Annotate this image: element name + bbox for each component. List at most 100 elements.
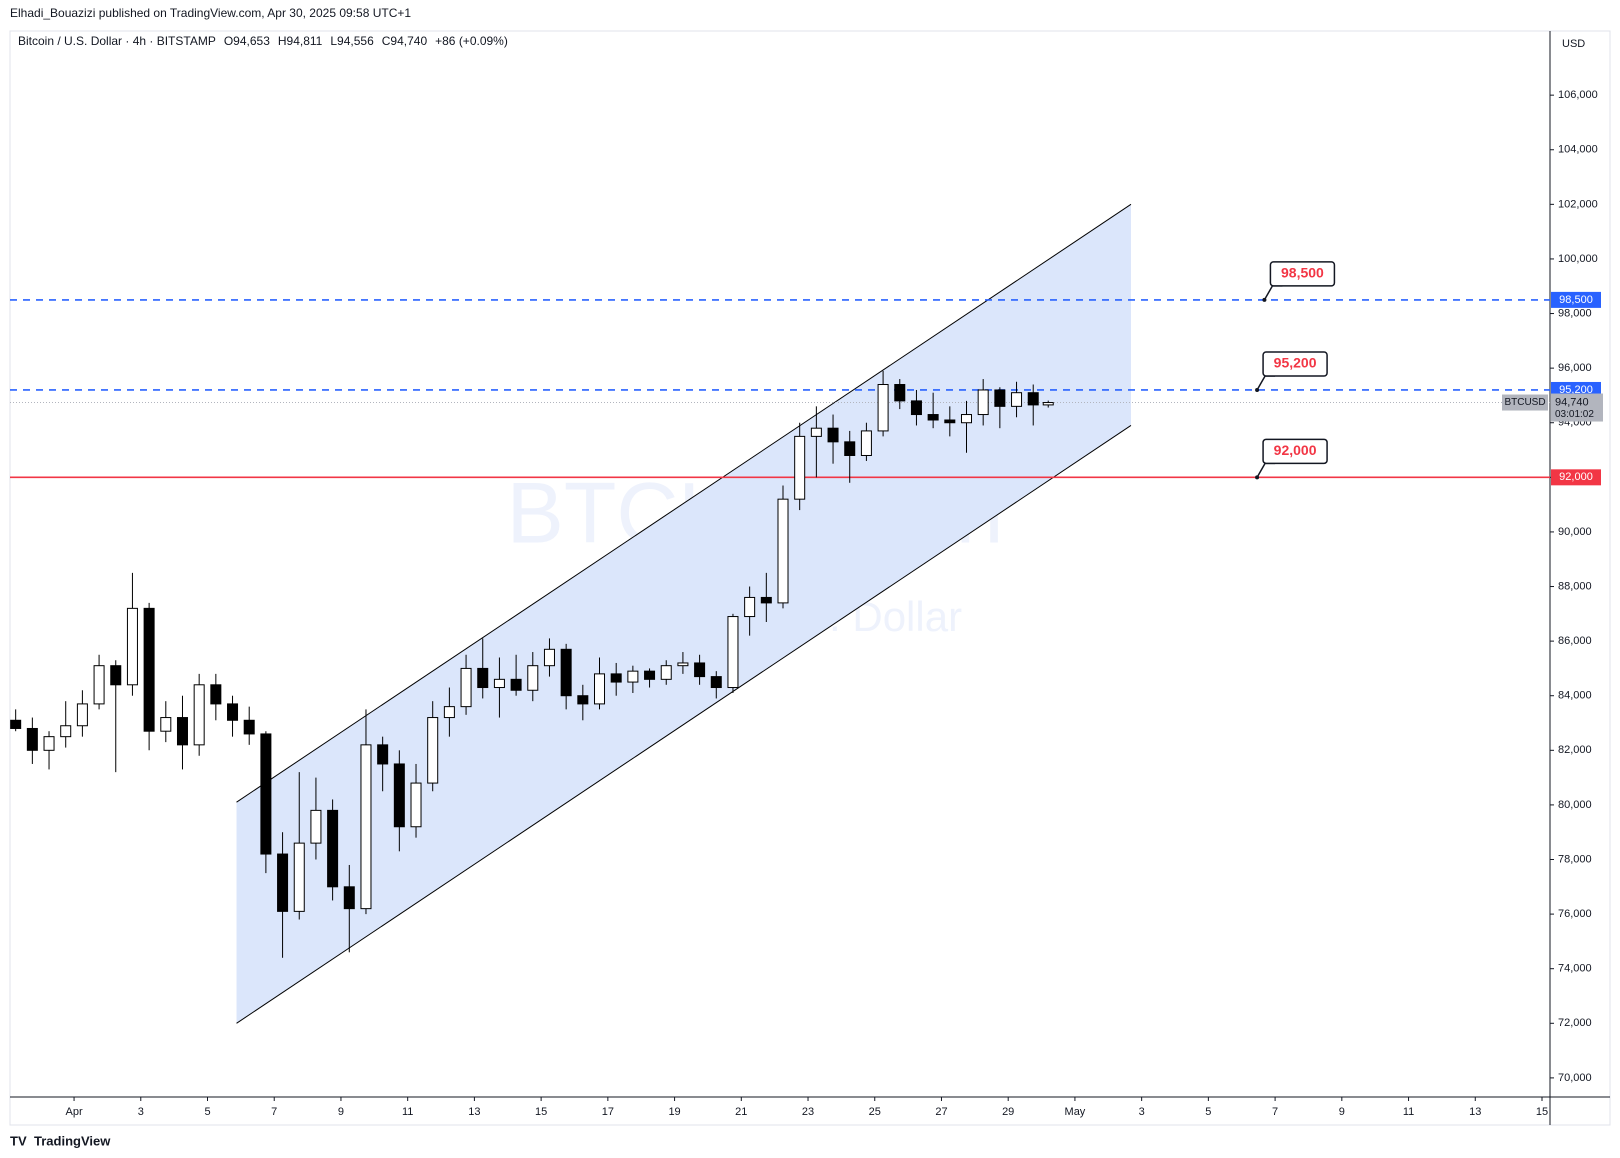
x-tick-label: 9 (338, 1106, 344, 1118)
candle-body (594, 673, 606, 705)
symbol-badge-label: BTCUSD (1504, 397, 1545, 408)
x-tick-label: Apr (65, 1106, 82, 1118)
callout-tail (1256, 462, 1276, 478)
x-tick-label: 25 (869, 1106, 881, 1118)
callout-label: 92,000 (1274, 442, 1317, 458)
candle-body (176, 717, 188, 746)
candle-body (894, 384, 906, 402)
candle-body (277, 853, 289, 912)
candle-body (777, 498, 789, 604)
candle-body (360, 744, 372, 910)
legend-key: H (278, 34, 287, 48)
candle-body (460, 667, 472, 708)
callout-box (1269, 261, 1336, 287)
level-badge-label: 95,200 (1559, 384, 1593, 396)
y-tick-label: 102,000 (1558, 198, 1598, 210)
level-badge-label: 98,500 (1559, 294, 1593, 306)
legend-symbol: Bitcoin / U.S. Dollar · 4h · BITSTAMP (18, 34, 216, 48)
level-badge (1551, 469, 1601, 486)
candle-body (927, 414, 939, 421)
x-tick-label: 21 (735, 1106, 747, 1118)
candle-body (710, 676, 722, 689)
y-tick-label: 106,000 (1558, 89, 1598, 101)
y-tick-label: 96,000 (1558, 362, 1592, 374)
brand: TradingView (34, 1133, 111, 1148)
x-tick-label: 7 (1272, 1106, 1278, 1118)
x-tick-label: 9 (1339, 1106, 1345, 1118)
candle-body (210, 684, 222, 705)
level-badge-label: 92,000 (1559, 471, 1593, 483)
legend-value: 94,653 (233, 34, 270, 48)
candle-body (43, 736, 55, 751)
legend-value: 94,556 (337, 34, 374, 48)
candle-body (310, 809, 322, 844)
callout-box (1262, 438, 1328, 465)
x-tick-label: 17 (602, 1106, 614, 1118)
candle-body (410, 782, 422, 828)
x-tick-label: 5 (204, 1106, 210, 1118)
candle-body (60, 725, 72, 738)
candle-body (860, 430, 872, 456)
candle-body (577, 695, 589, 705)
candle-body (944, 419, 956, 424)
candle-body (393, 763, 405, 828)
candle-body (527, 665, 539, 691)
candle-body (126, 607, 138, 686)
y-tick-label: 80,000 (1558, 799, 1592, 811)
price-badge-label: 94,740 (1555, 396, 1589, 408)
candle-body (543, 648, 555, 667)
callout-box (1262, 351, 1328, 377)
candle-body (1011, 392, 1023, 407)
candle-body (143, 607, 155, 732)
y-tick-label: 72,000 (1558, 1017, 1592, 1029)
candle-body (193, 684, 205, 746)
y-tick-label: 98,000 (1558, 307, 1592, 319)
legend-value: 94,811 (287, 34, 323, 48)
candle-body (960, 414, 972, 424)
candle-body (293, 842, 305, 912)
candle-body (994, 389, 1006, 407)
candle-body (977, 389, 989, 416)
legend-change: +86 (+0.09%) (435, 34, 508, 48)
y-tick-label: 86,000 (1558, 635, 1592, 647)
candle-body (443, 706, 455, 719)
x-tick-label: 15 (1536, 1106, 1548, 1118)
candle-body (427, 717, 439, 784)
x-tick-label: 13 (468, 1106, 480, 1118)
candle-body (660, 665, 672, 680)
x-tick-label: 29 (1002, 1106, 1014, 1118)
candle-body (627, 670, 639, 683)
x-tick-label: 13 (1469, 1106, 1481, 1118)
currency: USD (1562, 38, 1585, 50)
x-tick-label: 11 (402, 1106, 413, 1118)
candle-body (910, 400, 922, 416)
candle-body (877, 384, 889, 432)
x-tick-label: 11 (1403, 1106, 1414, 1118)
legend-value: 94,740 (390, 34, 427, 48)
x-tick-label: 3 (1139, 1106, 1145, 1118)
x-tick-label: 15 (535, 1106, 547, 1118)
y-tick-label: 74,000 (1558, 963, 1592, 975)
candle-body (343, 886, 355, 910)
candle-body (744, 596, 756, 618)
legend-key: C (382, 34, 391, 48)
candle-body (677, 662, 689, 667)
callout-tail (1256, 375, 1276, 391)
countdown: 03:01:02 (1555, 409, 1594, 420)
candle-body (560, 648, 572, 697)
y-tick-label: 76,000 (1558, 908, 1592, 920)
callout-label: 95,200 (1274, 355, 1317, 371)
y-tick-label: 84,000 (1558, 690, 1592, 702)
channel-upper (236, 203, 1132, 803)
price-badge (1551, 393, 1603, 422)
y-tick-label: 104,000 (1558, 144, 1598, 156)
channel-fill (236, 204, 1131, 1024)
x-tick-label: 7 (271, 1106, 277, 1118)
candle-body (810, 427, 822, 437)
y-tick-label: 82,000 (1558, 744, 1592, 756)
candle-body (76, 703, 88, 727)
y-tick-label: 90,000 (1558, 526, 1592, 538)
x-tick-label: 27 (935, 1106, 947, 1118)
candle-body (327, 809, 339, 888)
